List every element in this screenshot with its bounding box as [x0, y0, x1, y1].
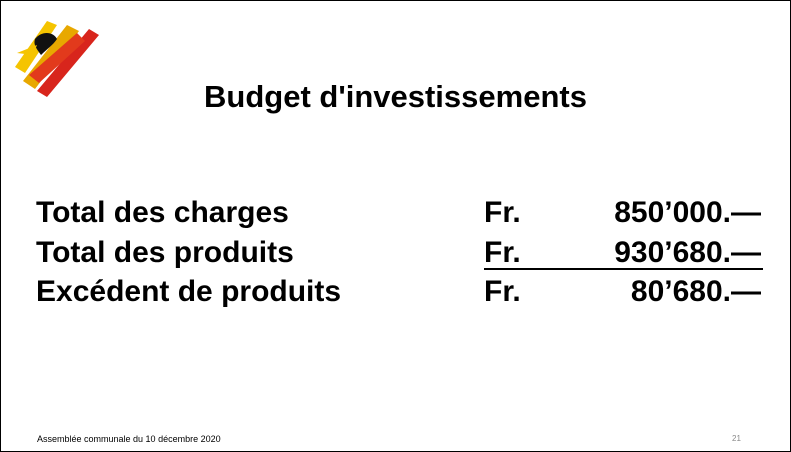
- row-currency: Fr.: [484, 236, 521, 269]
- row-label: Total des charges: [36, 196, 289, 229]
- row-amount: 930’680.—: [614, 236, 761, 269]
- footer: Assemblée communale du 10 décembre 2020: [37, 434, 221, 444]
- underline: [484, 268, 763, 270]
- row-label: Excédent de produits: [36, 275, 342, 308]
- row-label: Total des produits: [36, 236, 294, 269]
- title: Budget d'investissements: [204, 79, 587, 114]
- row-amount: 80’680.—: [630, 275, 761, 308]
- page-number: 21: [732, 434, 741, 443]
- row-amount: 850’000.—: [614, 196, 761, 229]
- row-currency: Fr.: [484, 275, 521, 308]
- row-currency: Fr.: [484, 196, 521, 229]
- logo: [15, 21, 99, 97]
